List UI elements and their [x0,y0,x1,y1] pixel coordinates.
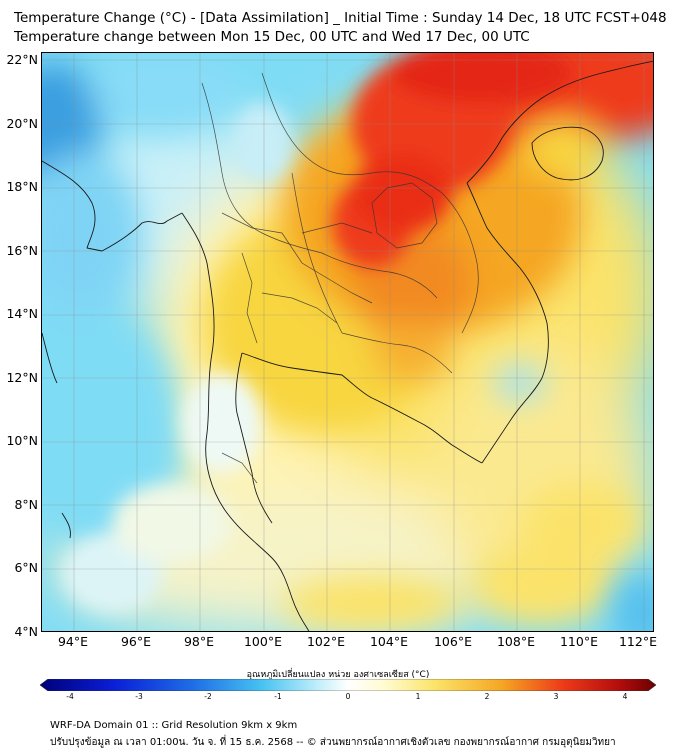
lat-label-18n: 18°N [6,179,38,194]
coastlines [42,60,653,631]
colorbar-tick-4: 4 [622,692,628,701]
colorbar-ramp [40,679,656,691]
lon-label-110e: 110°E [559,634,598,649]
lon-label-108e: 108°E [496,634,535,649]
colorbar-tick-3: 3 [553,692,559,701]
admin-borders [201,72,479,484]
colorbar-tick-minus2: -2 [204,692,212,701]
lat-label-8n: 8°N [14,497,38,512]
lat-label-22n: 22°N [6,52,38,67]
lon-label-112e: 112°E [618,634,657,649]
colorbar-tick-minus1: -1 [274,692,282,701]
lat-label-10n: 10°N [6,433,38,448]
white-patches [62,103,292,613]
lon-label-98e: 98°E [183,634,215,649]
colorbar-tick-minus4: -4 [66,692,74,701]
lon-label-96e: 96°E [120,634,152,649]
map-field-svg [42,53,653,631]
lat-label-4n: 4°N [14,624,38,639]
lat-label-20n: 20°N [6,116,38,131]
graticule [42,53,653,631]
colorbar-tick-0: 0 [345,692,351,701]
lon-label-94e: 94°E [57,634,89,649]
lon-label-100e: 100°E [243,634,282,649]
hot-core [332,53,572,268]
lat-label-6n: 6°N [14,560,38,575]
footer-update-info: ปรับปรุงข้อมูล ณ เวลา 01:00น. วัน จ. ที่… [50,737,616,748]
temperature-change-map [41,52,654,632]
lon-label-102e: 102°E [306,634,345,649]
colorbar-tick-1: 1 [415,692,421,701]
colorbar-tick-minus3: -3 [135,692,143,701]
colorbar-label: อุณหภูมิเปลี่ยนแปลง หน่วย องศาเซลเซียส (… [246,670,430,680]
lon-label-104e: 104°E [369,634,408,649]
map-title-line2: Temperature change between Mon 15 Dec, 0… [14,29,530,45]
colorbar-tick-2: 2 [484,692,490,701]
colorbar [40,679,656,691]
map-title-line1: Temperature Change (°C) - [Data Assimila… [14,10,667,26]
lat-label-14n: 14°N [6,306,38,321]
lat-label-16n: 16°N [6,243,38,258]
lon-label-106e: 106°E [433,634,472,649]
footer-model-info: WRF-DA Domain 01 :: Grid Resolution 9km … [50,720,298,731]
lat-label-12n: 12°N [6,370,38,385]
